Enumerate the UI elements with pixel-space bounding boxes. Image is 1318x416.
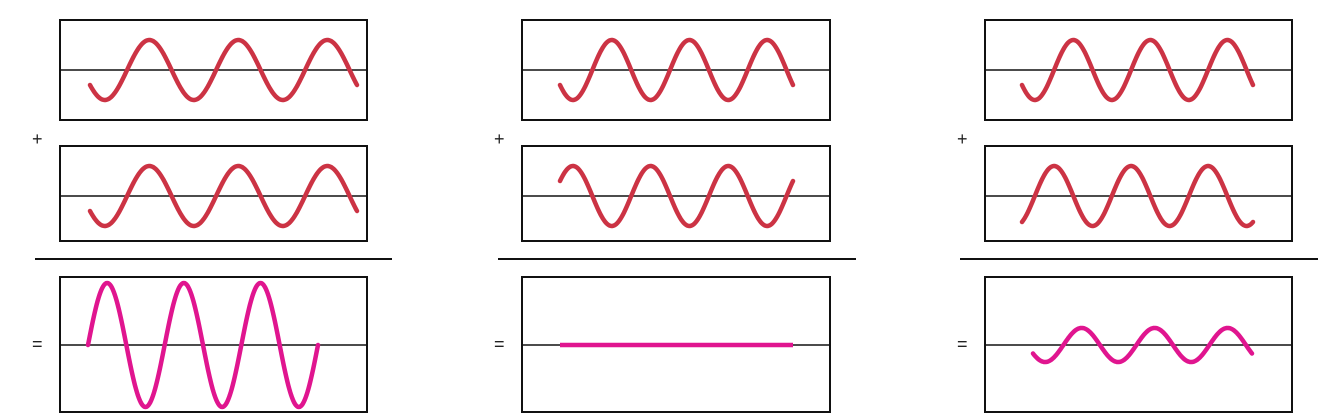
wave-b-curve xyxy=(557,163,796,229)
panel-partial: += xyxy=(957,19,1318,413)
result-curve xyxy=(85,280,321,410)
wave-b-frame xyxy=(59,145,368,242)
plus-operator: + xyxy=(957,129,968,149)
result-curve xyxy=(1030,325,1255,365)
wave-b-curve xyxy=(1019,163,1256,229)
wave-b-frame xyxy=(984,145,1293,242)
equals-operator: = xyxy=(494,334,505,354)
panel-constructive: += xyxy=(32,19,392,413)
plus-operator: + xyxy=(32,129,43,149)
equals-operator: = xyxy=(957,334,968,354)
wave-b-frame xyxy=(521,145,831,242)
wave-a-curve xyxy=(557,37,796,103)
wave-a-curve xyxy=(1019,37,1256,103)
wave-b-curve xyxy=(87,163,360,229)
panel-destructive: += xyxy=(494,19,856,413)
plus-operator: + xyxy=(494,129,505,149)
equals-operator: = xyxy=(32,334,43,354)
wave-a-curve xyxy=(87,37,360,103)
